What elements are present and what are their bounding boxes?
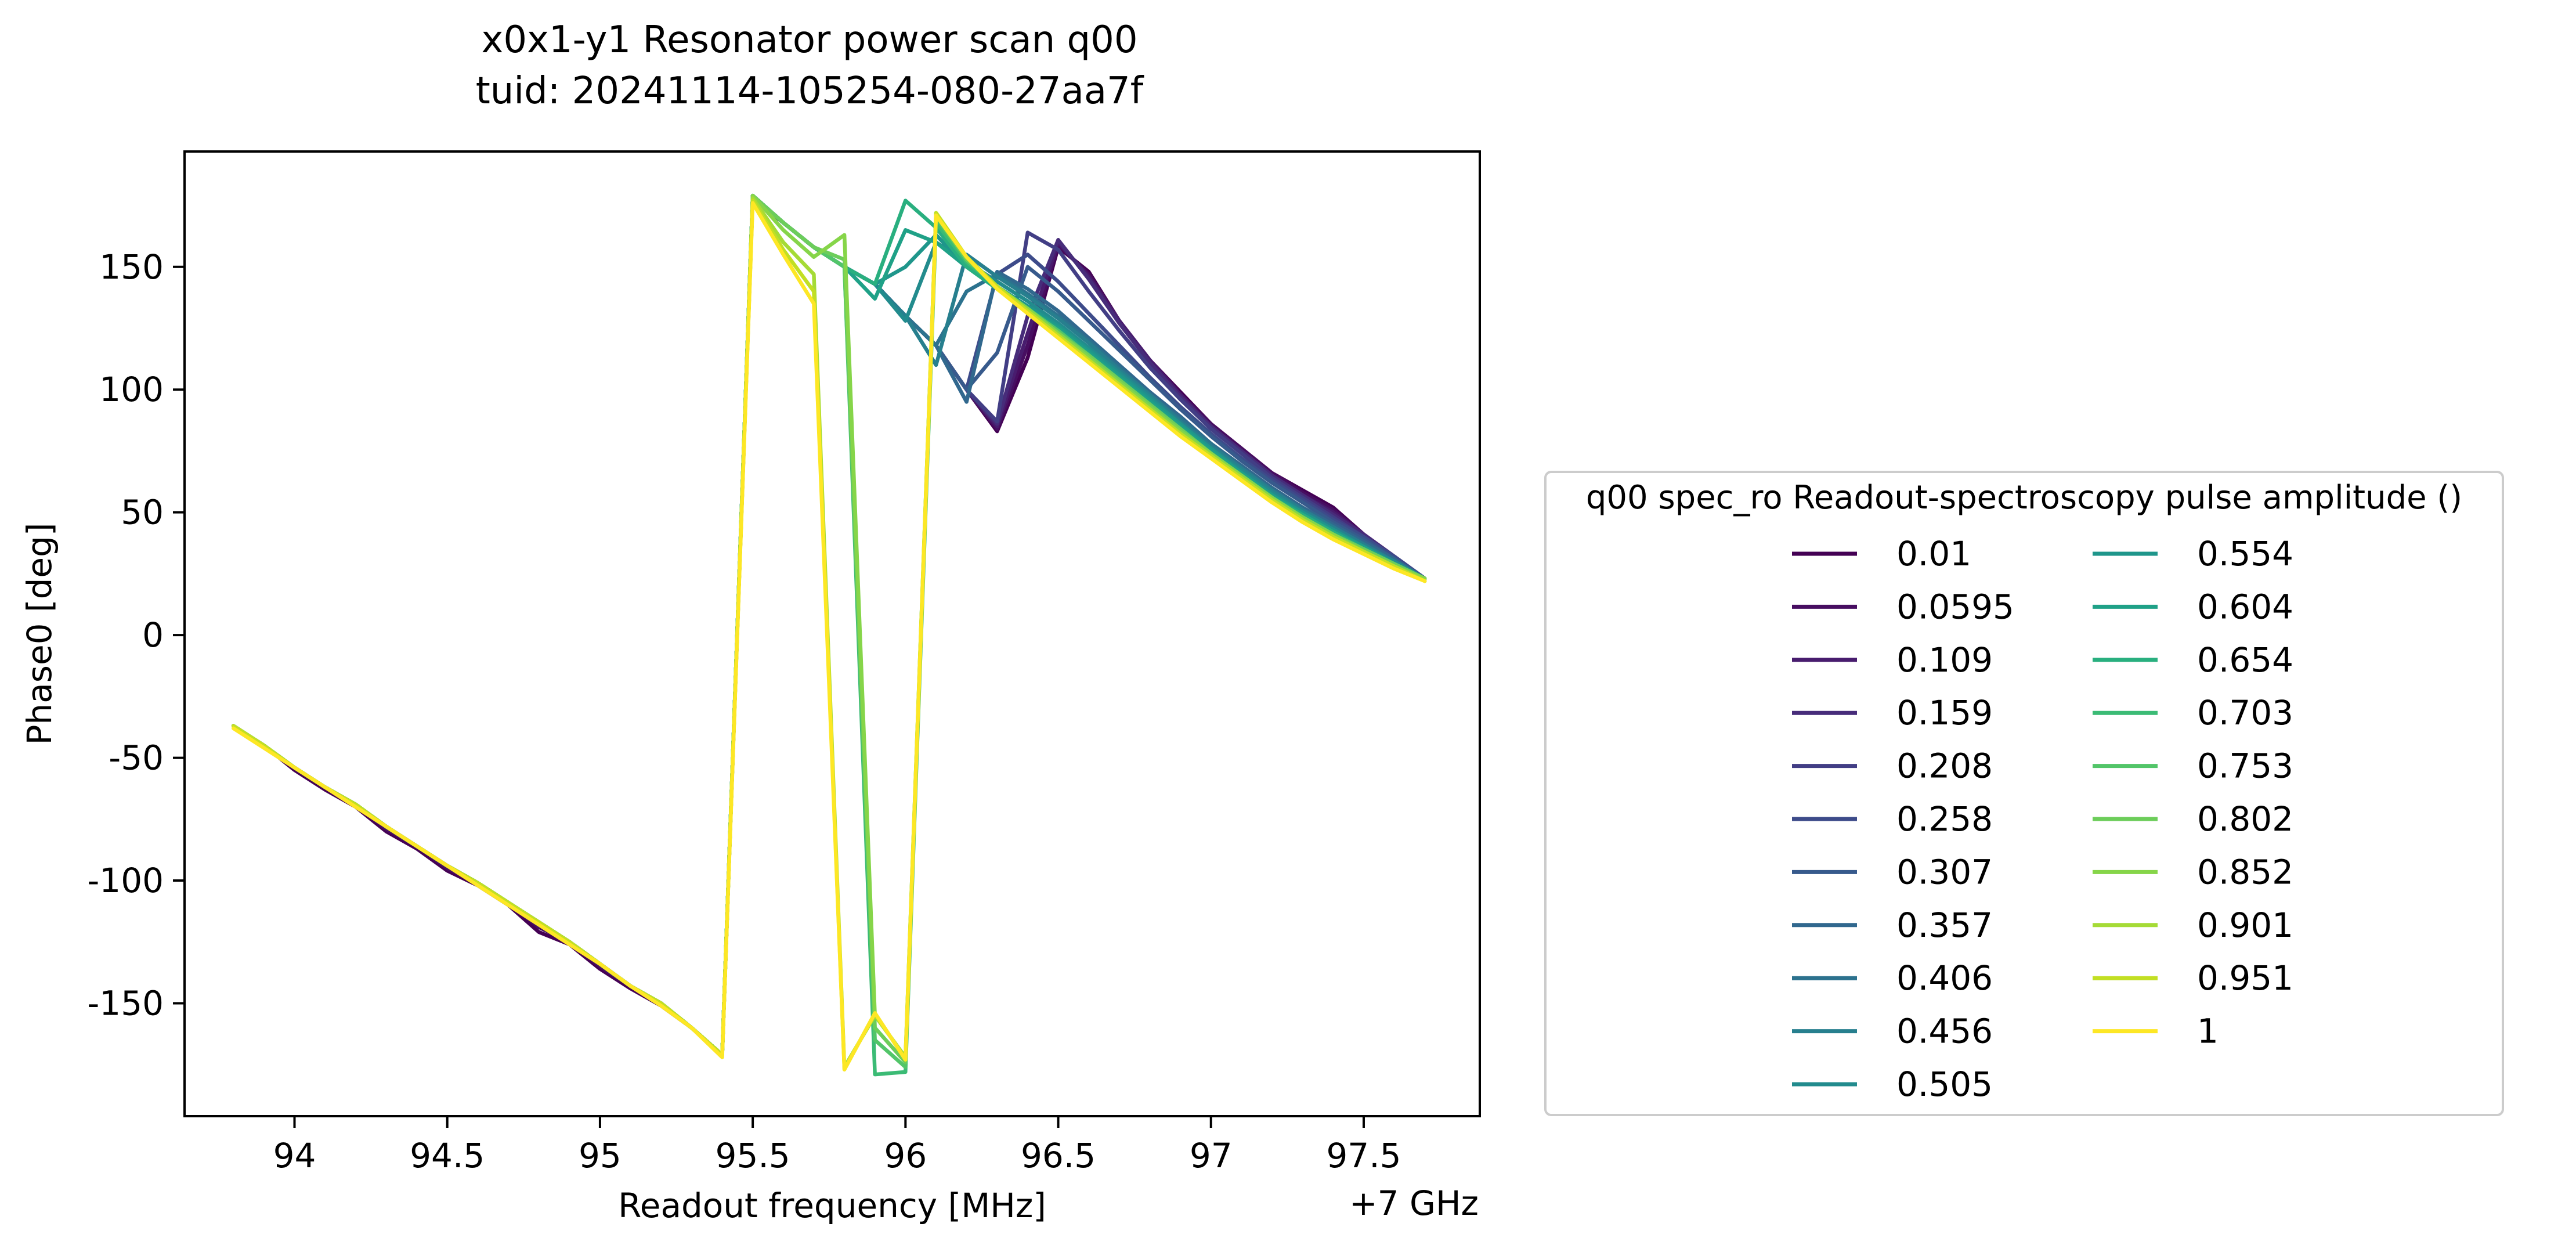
chart-title-line2: tuid: 20241114-105254-080-27aa7f <box>476 70 1144 113</box>
x-tick-label: 97.5 <box>1326 1136 1401 1175</box>
legend-label: 1 <box>2197 1012 2219 1051</box>
legend-label: 0.159 <box>1896 693 1993 733</box>
legend-label: 0.208 <box>1896 746 1993 786</box>
x-axis-offset-label: +7 GHz <box>1349 1184 1479 1223</box>
series-line-20 <box>231 201 1427 1071</box>
legend-label: 0.753 <box>2197 746 2293 786</box>
x-tick-label: 97 <box>1190 1136 1233 1175</box>
y-tick-label: -100 <box>87 861 164 900</box>
legend-label: 0.258 <box>1896 799 1993 839</box>
legend-label: 0.307 <box>1896 852 1993 892</box>
x-tick-label: 96.5 <box>1021 1136 1096 1175</box>
legend-label: 0.951 <box>2197 958 2293 998</box>
legend-label: 0.0595 <box>1896 587 2014 626</box>
legend-label: 0.406 <box>1896 958 1993 998</box>
x-axis-ticks: 94 94.5 95 95.5 96 96.5 97 97.5 <box>273 1116 1401 1175</box>
legend-label: 0.802 <box>2197 799 2293 839</box>
x-tick-label: 94 <box>273 1136 316 1175</box>
legend-label: 0.01 <box>1896 534 1971 573</box>
legend-label: 0.852 <box>2197 852 2293 892</box>
legend-entries: 0.01 0.0595 0.109 0.159 0.208 0.258 0.307 0.357… <box>1792 534 2293 1104</box>
y-tick-label: 50 <box>121 493 164 532</box>
legend-label: 0.109 <box>1896 640 1993 680</box>
legend-label: 0.456 <box>1896 1012 1993 1051</box>
chart-title-line1: x0x1-y1 Resonator power scan q00 <box>481 19 1137 62</box>
legend-label: 0.357 <box>1896 905 1993 945</box>
legend-label: 0.505 <box>1896 1065 1993 1104</box>
legend-title: q00 spec_ro Readout-spectroscopy pulse a… <box>1586 479 2462 517</box>
x-tick-label: 94.5 <box>410 1136 485 1175</box>
legend-box <box>1544 471 2504 1116</box>
y-tick-label: 100 <box>99 370 164 409</box>
series-lines <box>231 193 1427 1077</box>
x-axis-label: Readout frequency [MHz] <box>618 1186 1046 1225</box>
x-tick-label: 96 <box>884 1136 927 1175</box>
y-tick-label: -50 <box>109 738 164 778</box>
x-tick-label: 95.5 <box>716 1136 790 1175</box>
y-tick-label: 150 <box>99 247 164 287</box>
y-tick-label: 0 <box>142 615 164 655</box>
y-axis-label: Phase0 [deg] <box>20 522 59 745</box>
legend-label: 0.604 <box>2197 587 2293 626</box>
legend: q00 spec_ro Readout-spectroscopy pulse a… <box>1544 471 2504 1116</box>
legend-label: 0.703 <box>2197 693 2293 733</box>
x-tick-label: 95 <box>579 1136 622 1175</box>
y-axis-ticks: -150 -100 -50 0 50 100 150 <box>87 247 185 1023</box>
legend-label: 0.654 <box>2197 640 2293 680</box>
legend-label: 0.554 <box>2197 534 2293 573</box>
legend-label: 0.901 <box>2197 905 2293 945</box>
y-tick-label: -150 <box>87 983 164 1023</box>
plot-frame <box>183 150 1481 1117</box>
